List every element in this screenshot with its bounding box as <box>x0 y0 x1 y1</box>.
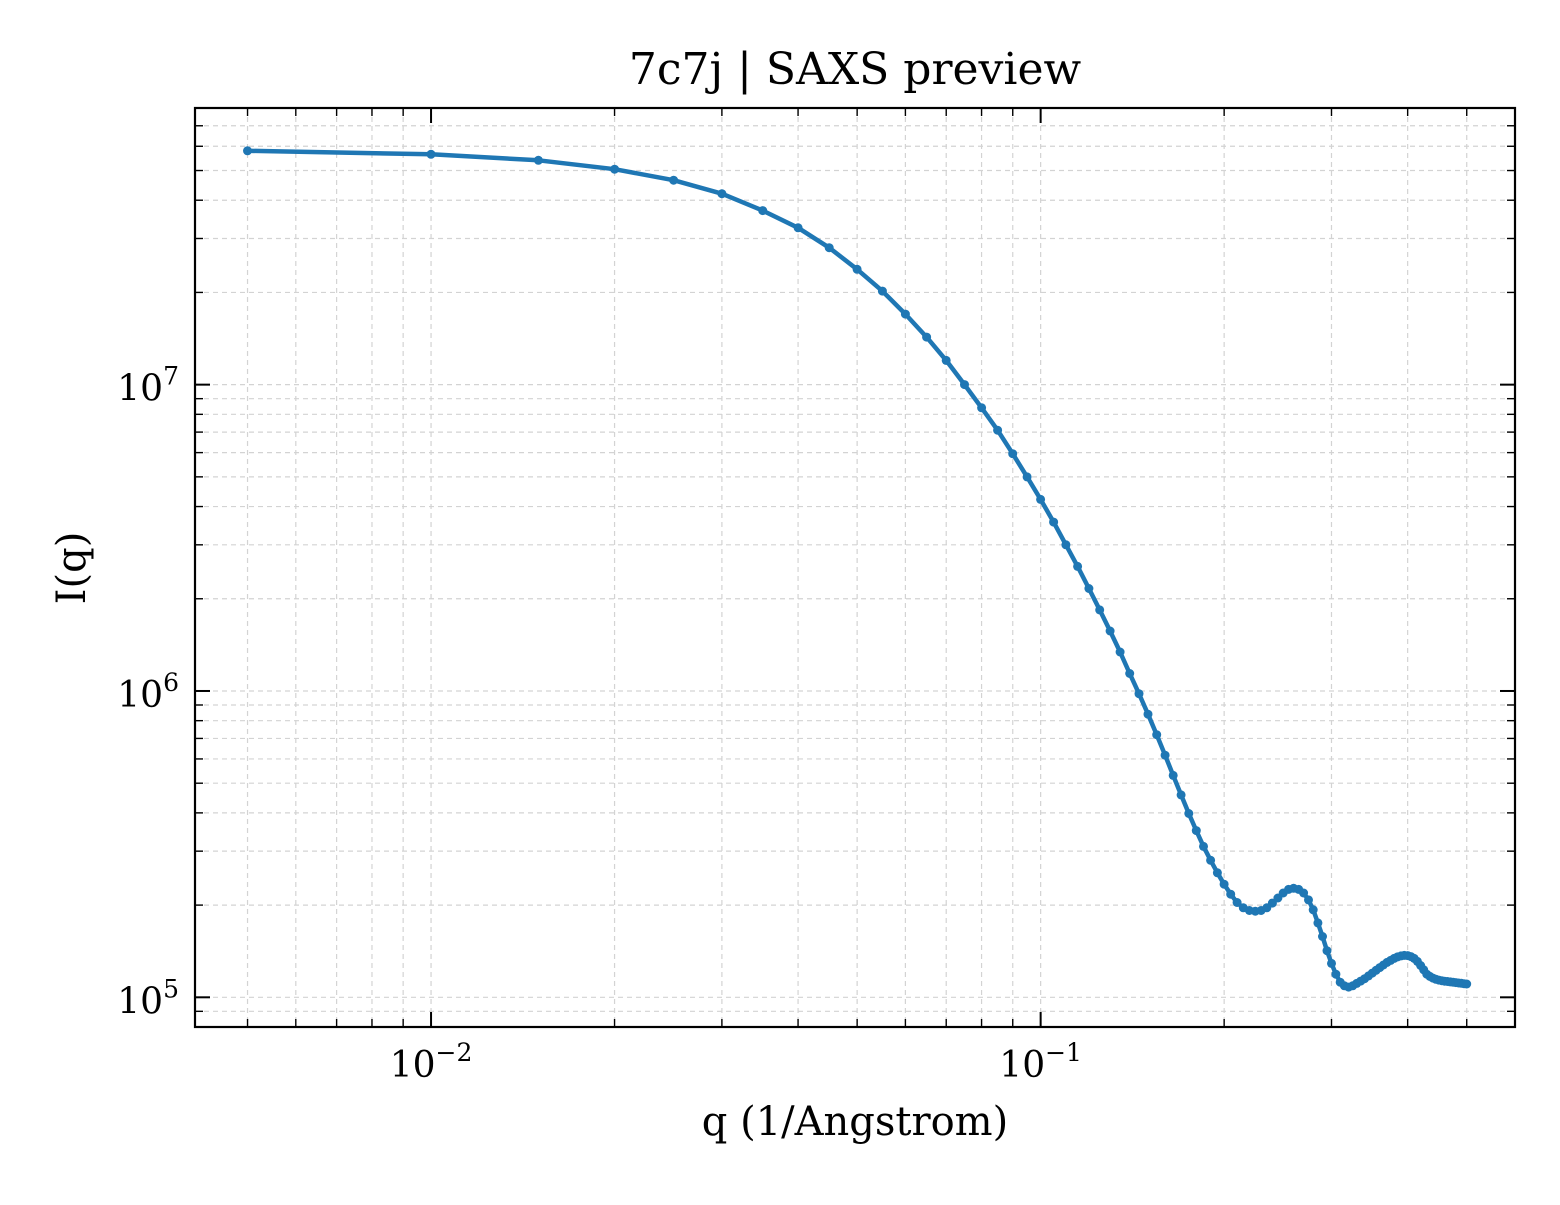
data-point <box>1095 605 1105 615</box>
data-point <box>1115 647 1125 657</box>
tick-label-base: 10 <box>117 369 163 410</box>
data-point <box>1008 449 1018 459</box>
data-point <box>1308 905 1318 915</box>
grid-lines <box>195 107 1515 1028</box>
tick-label-exponent: 7 <box>163 362 179 391</box>
data-point <box>1176 790 1186 800</box>
data-point <box>1318 932 1327 941</box>
tick-label-exponent: 6 <box>163 668 179 697</box>
data-point <box>426 149 436 159</box>
data-point <box>1143 709 1153 719</box>
data-point <box>1125 669 1135 678</box>
data-point <box>941 355 951 365</box>
data-point <box>1331 969 1341 979</box>
data-point <box>1134 689 1144 699</box>
data-point <box>877 286 887 296</box>
data-point <box>243 146 252 156</box>
data-point <box>1191 826 1201 836</box>
data-point <box>824 243 834 253</box>
data-point <box>1206 855 1216 865</box>
data-point <box>1313 918 1323 928</box>
tick-label-exponent: −1 <box>1045 1038 1082 1067</box>
data-point <box>669 175 679 185</box>
data-point <box>1061 540 1071 550</box>
tick-label-base: 10 <box>390 1045 436 1086</box>
data-point <box>900 309 910 319</box>
data-point <box>852 264 862 274</box>
data-point <box>1160 750 1170 760</box>
tick-label-exponent: 5 <box>163 974 179 1003</box>
data-point <box>1299 888 1309 898</box>
data-point <box>1022 472 1032 482</box>
data-point <box>1322 946 1332 956</box>
y-tick-label: 107 <box>117 362 179 410</box>
chart-title: 7c7j | SAXS preview <box>629 44 1082 95</box>
data-point <box>1199 841 1208 851</box>
data-point <box>1226 889 1236 899</box>
y-tick-label: 105 <box>117 974 179 1022</box>
data-point <box>1327 958 1336 968</box>
data-point <box>1152 730 1162 740</box>
y-tick-label: 106 <box>117 668 179 716</box>
data-point <box>1084 584 1094 593</box>
tick-label-base: 10 <box>117 675 163 716</box>
x-tick-label: 10−1 <box>999 1038 1082 1086</box>
tick-label-base: 10 <box>999 1045 1045 1086</box>
data-point <box>1232 898 1242 907</box>
data-point <box>1462 979 1472 989</box>
data-point <box>1049 517 1059 527</box>
data-point <box>1036 494 1046 504</box>
x-axis-label: q (1/Angstrom) <box>702 1099 1008 1145</box>
data-point <box>758 206 768 216</box>
data-point <box>610 164 620 174</box>
data-point <box>793 223 803 233</box>
plot-frame <box>193 106 1517 1029</box>
data-point <box>533 155 543 165</box>
data-point <box>1219 879 1229 889</box>
data-point <box>993 425 1003 435</box>
data-point <box>1105 626 1115 636</box>
data-series <box>243 146 1472 992</box>
tick-label-exponent: −2 <box>436 1038 473 1067</box>
data-point <box>960 380 969 390</box>
data-point <box>1168 770 1178 780</box>
data-point <box>977 403 987 413</box>
y-axis-label: I(q) <box>49 532 95 605</box>
data-point <box>922 332 932 342</box>
data-point <box>1073 561 1083 571</box>
x-tick-label: 10−2 <box>390 1038 473 1086</box>
tick-label-base: 10 <box>117 981 163 1022</box>
data-point <box>1304 895 1313 905</box>
data-point <box>717 189 727 199</box>
data-point <box>1184 809 1194 818</box>
data-point <box>1212 868 1222 878</box>
